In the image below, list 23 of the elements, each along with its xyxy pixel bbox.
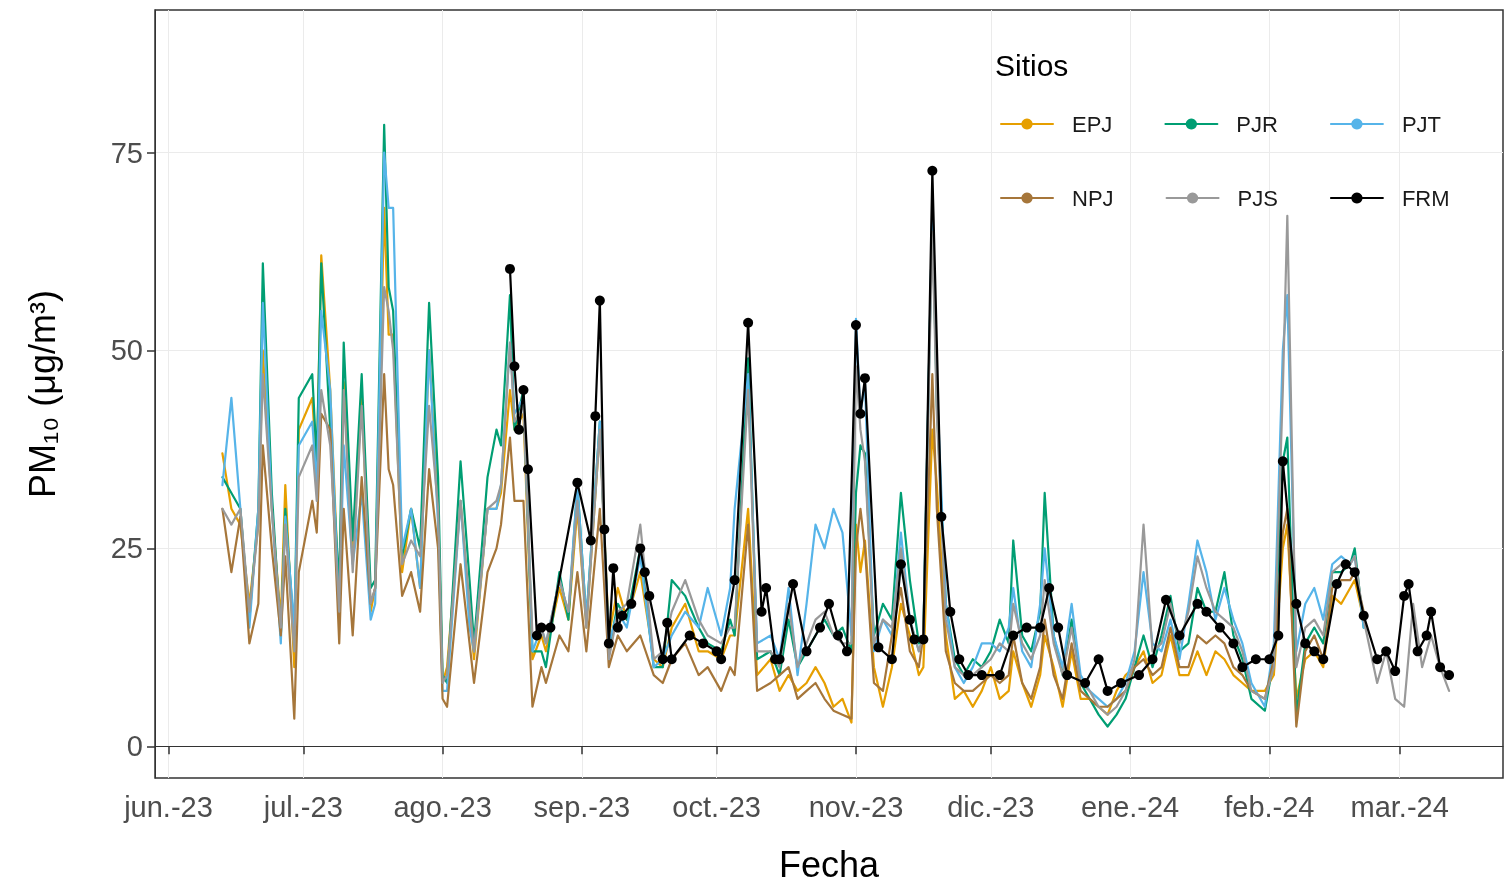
legend-label: PJS xyxy=(1237,185,1278,211)
legend-label: FRM xyxy=(1401,185,1450,211)
x-tick-label: nov.-23 xyxy=(808,790,904,823)
legend-label: NPJ xyxy=(1072,185,1114,211)
x-tick-label: ene.-24 xyxy=(1080,790,1180,823)
x-tick-label: jun.-23 xyxy=(123,790,213,823)
y-tick-label: 25 xyxy=(110,532,143,565)
y-tick-label: 50 xyxy=(110,334,143,367)
x-tick-label: feb.-24 xyxy=(1224,790,1315,823)
x-axis-title: Fecha xyxy=(778,843,880,885)
x-tick-label: ago.-23 xyxy=(393,790,492,823)
x-tick-label: mar.-24 xyxy=(1350,790,1449,823)
x-tick-label: sep.-23 xyxy=(533,790,631,823)
y-tick-label: 75 xyxy=(110,136,143,169)
y-tick-label: 0 xyxy=(126,730,143,763)
x-tick-label: dic.-23 xyxy=(947,790,1035,823)
legend-title: Sitios xyxy=(995,48,1069,82)
y-axis-title: PM₁₀ (μg/m³) xyxy=(21,290,63,498)
x-tick-label: jul.-23 xyxy=(262,790,343,823)
legend-label: EPJ xyxy=(1072,111,1113,137)
x-tick-label: oct.-23 xyxy=(672,790,761,823)
legend-label: PJT xyxy=(1401,111,1442,137)
legend-label: PJR xyxy=(1236,111,1278,137)
